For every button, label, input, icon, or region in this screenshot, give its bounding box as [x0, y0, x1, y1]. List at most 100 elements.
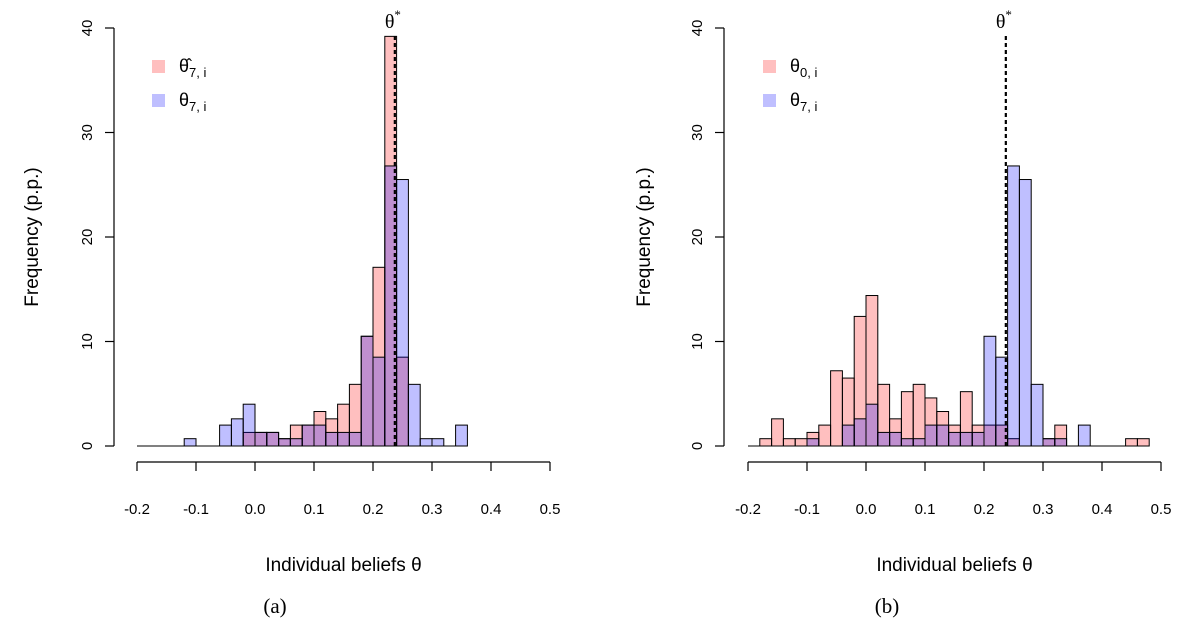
panel-a-blue-bar	[372, 356, 386, 447]
panel-b-legend: θ0, i θ7, i	[763, 56, 817, 114]
panel-b-x-tick-label: -0.1	[794, 501, 820, 518]
panel-a-blue-bar	[396, 179, 409, 447]
panel-b-blue-bar	[1054, 438, 1068, 447]
panel-a-blue-bar	[325, 431, 339, 447]
panel-b-y-tick-label: 10	[689, 333, 706, 350]
panel-b-x-tick-label: 0.4	[1092, 501, 1113, 518]
panel-a-legend: θ̂7, i θ7, i	[152, 56, 206, 114]
panel-b: -0.2 -0.1 0.0 0.1 0.2 0.3 0.4 0.5 0 10 20 30 40 θ* θ…	[634, 7, 1171, 618]
legend-label-theta-7i: θ7, i	[179, 90, 206, 114]
panel-a-blue-bar	[301, 424, 315, 447]
panel-b-blue-bar	[865, 403, 879, 447]
panel-a-blue-bar	[219, 424, 232, 447]
panel-b-blue-bar	[889, 431, 902, 447]
panel-b-caption: (b)	[875, 594, 900, 618]
panel-b-blue-bar	[1042, 438, 1056, 447]
panel-a-blue-bar	[266, 431, 280, 447]
panel-b-blue-bar	[924, 424, 938, 447]
legend-swatch-red	[763, 60, 776, 73]
panel-a-x-tick-label: 0.0	[245, 501, 266, 518]
panel-b-blue-bar	[1018, 179, 1032, 447]
panel-a-blue-bar	[242, 403, 256, 447]
panel-b-red-bar	[771, 418, 784, 447]
panel-a-blue-bars	[183, 165, 468, 447]
panel-b-blue-bar	[853, 418, 867, 447]
panel-a-blue-bar	[431, 438, 445, 447]
panel-a-y-tick-label: 40	[79, 20, 96, 37]
panel-a-blue-bar	[313, 424, 327, 447]
panel-a-blue-bar	[289, 438, 303, 447]
legend-swatch-blue	[763, 94, 776, 107]
panel-a-y-axis-title: Frequency (p.p.)	[22, 167, 43, 306]
panel-b-y-tick-label: 40	[689, 20, 706, 37]
panel-a-y-tick-label: 20	[79, 229, 96, 246]
panel-a-y-tick-label: 10	[79, 333, 96, 350]
panel-b-red-bar	[759, 438, 773, 447]
panel-a-blue-bar	[407, 383, 421, 447]
panel-b-x-tick-label: 0.1	[915, 501, 936, 518]
panel-a-blue-bar	[254, 431, 268, 447]
panel-b-red-bars	[759, 295, 1150, 447]
panel-a-blue-bar	[278, 438, 291, 447]
panel-a-x-tick-label: 0.4	[481, 501, 502, 518]
panel-b-blue-bar	[806, 438, 820, 447]
panel-b-red-bar	[830, 370, 843, 447]
panel-b-blue-bars	[806, 165, 1091, 447]
panel-a-axes: -0.2 -0.1 0.0 0.1 0.2 0.3 0.4 0.5 0 10 20 30 40	[79, 20, 560, 518]
panel-b-y-tick-label: 30	[689, 124, 706, 141]
panel-b-blue-bar	[1007, 165, 1020, 447]
panel-a-blue-bar	[419, 438, 433, 447]
panel-a-blue-bar	[337, 431, 350, 447]
panel-a-blue-bar	[230, 418, 244, 447]
panel-b-x-tick-label: -0.2	[735, 501, 761, 518]
panel-b-x-axis-title: Individual beliefs θ	[876, 555, 1032, 576]
panel-b-x-tick-label: 0.2	[974, 501, 995, 518]
legend-label-theta-hat-7i: θ̂7, i	[179, 56, 206, 80]
legend-swatch-red	[152, 60, 165, 73]
panel-b-blue-bar	[1077, 424, 1091, 447]
panel-a-blue-bar	[183, 438, 197, 447]
panel-b-x-tick-label: 0.5	[1151, 501, 1172, 518]
panel-b-y-tick-label: 0	[689, 442, 706, 450]
panel-b-red-bar	[1125, 438, 1138, 447]
panel-b-blue-bar	[971, 431, 985, 447]
panel-b-blue-bar	[877, 431, 891, 447]
panel-b-red-bar	[782, 438, 796, 447]
panel-b-red-bar	[818, 424, 832, 447]
panel-a-x-axis-title: Individual beliefs θ	[265, 555, 421, 576]
panel-a-blue-bar	[348, 431, 362, 447]
panel-b-blue-bar	[948, 431, 961, 447]
panel-a-blue-bar	[360, 335, 374, 447]
panel-a: -0.2 -0.1 0.0 0.1 0.2 0.3 0.4 0.5 0 10 20 30 40 θ* θ…	[22, 7, 560, 618]
panel-b-blue-bar	[900, 438, 914, 447]
panel-a-x-tick-label: 0.1	[304, 501, 325, 518]
panel-a-x-tick-label: 0.2	[363, 501, 384, 518]
panel-b-blue-bar	[912, 438, 926, 447]
panel-b-blue-bar	[841, 424, 855, 447]
panel-b-y-axis-title: Frequency (p.p.)	[634, 167, 655, 306]
panel-b-red-bar	[794, 438, 808, 447]
panel-b-blue-bar	[959, 431, 973, 447]
panel-b-red-bar	[900, 391, 914, 447]
panel-a-x-tick-label: -0.2	[124, 501, 150, 518]
panel-a-y-tick-label: 0	[79, 442, 96, 450]
panel-a-caption: (a)	[263, 594, 286, 618]
legend-label-theta-7i: θ7, i	[790, 90, 817, 114]
panel-b-x-tick-label: 0.0	[856, 501, 877, 518]
panel-a-x-tick-label: 0.3	[422, 501, 443, 518]
panel-b-red-bar	[1136, 438, 1150, 447]
panel-a-theta-star-label: θ*	[385, 7, 401, 33]
panel-b-blue-bar	[936, 424, 950, 447]
panel-a-blue-bar	[455, 424, 468, 447]
panel-a-y-tick-label: 30	[79, 124, 96, 141]
panel-b-axes: -0.2 -0.1 0.0 0.1 0.2 0.3 0.4 0.5 0 10 20 30 40	[689, 20, 1171, 518]
panel-b-theta-star-label: θ*	[996, 7, 1012, 33]
legend-swatch-blue	[152, 94, 165, 107]
panel-b-blue-bar	[1030, 383, 1044, 447]
panel-a-x-tick-label: -0.1	[183, 501, 209, 518]
panel-b-red-bar	[912, 383, 926, 447]
panel-b-blue-bar	[983, 335, 997, 447]
legend-label-theta-0i: θ0, i	[790, 56, 817, 80]
panel-b-x-tick-label: 0.3	[1033, 501, 1054, 518]
